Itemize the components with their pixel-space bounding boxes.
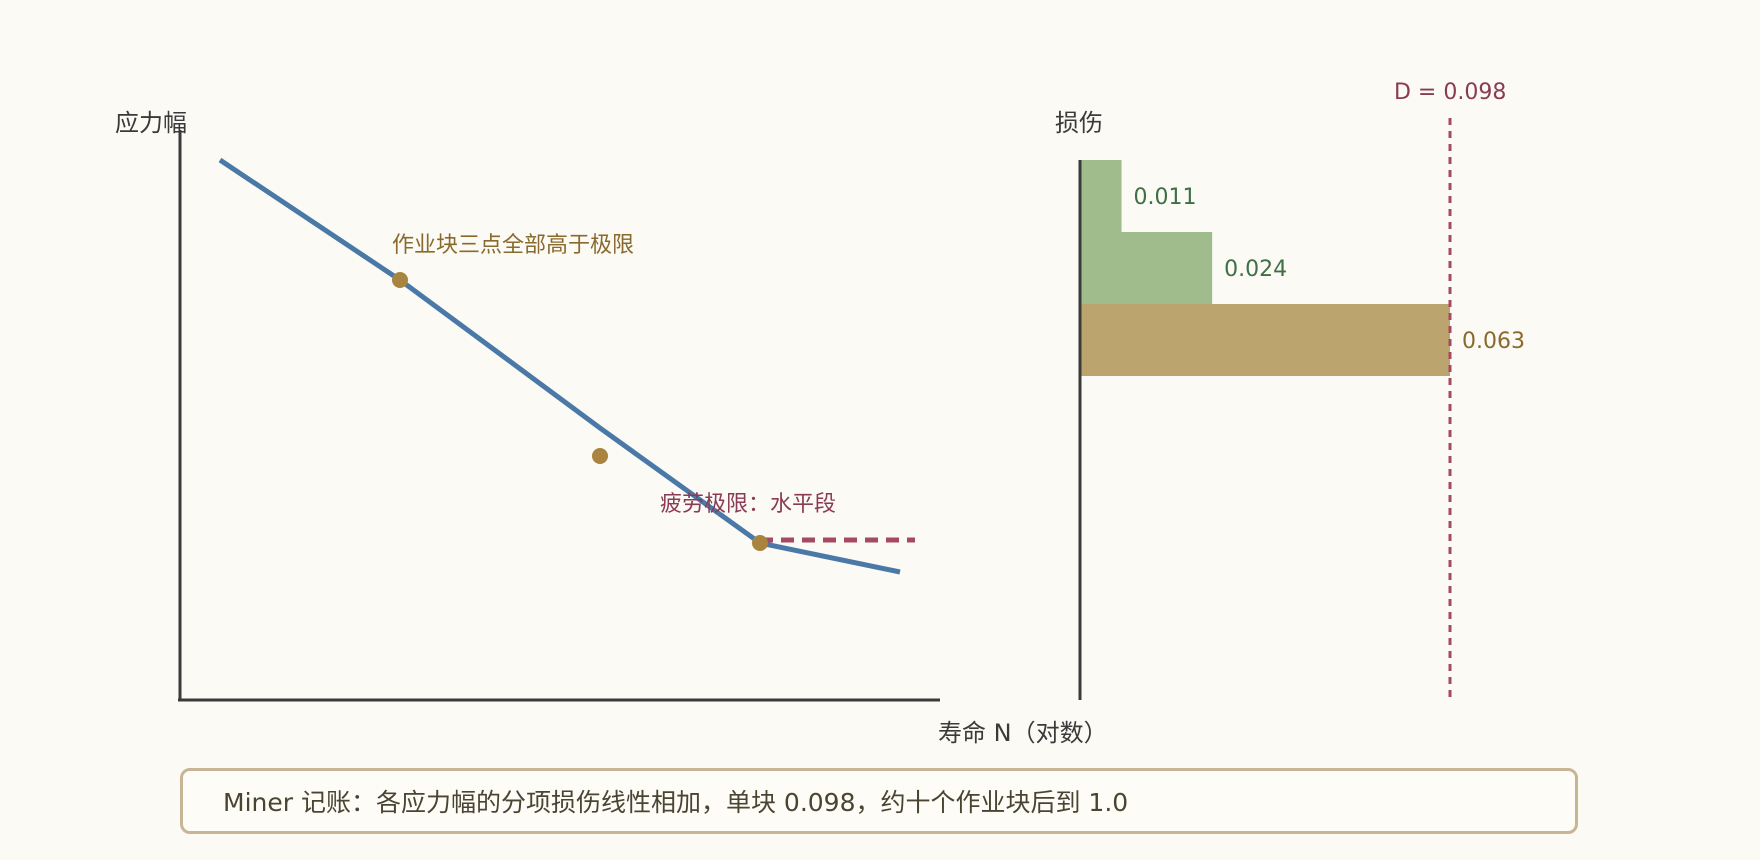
- damage-bar-label-2: 0.024: [1224, 257, 1287, 282]
- note-box: Miner 记账：各应力幅的分项损伤线性相加，单块 0.098，约十个作业块后到…: [180, 768, 1578, 834]
- damage-bar-label-1: 0.011: [1134, 185, 1197, 210]
- damage-bar-2: [1080, 232, 1213, 304]
- load-point-high: [392, 272, 408, 288]
- annotation-fatigue-limit: 疲劳极限：水平段: [660, 492, 836, 517]
- damage-bar-1: [1080, 160, 1122, 232]
- sn-chart: 应力幅 寿命 N（对数） 作业块三点全部高于极限 疲劳极限：水平段: [115, 109, 1108, 747]
- note-text: Miner 记账：各应力幅的分项损伤线性相加，单块 0.098，约十个作业块后到…: [223, 788, 1129, 817]
- damage-bar-label-3: 0.063: [1462, 329, 1525, 354]
- sn-curve: [218, 157, 901, 575]
- damage-y-axis-label: 损伤: [1055, 109, 1103, 137]
- annotation-above-limit: 作业块三点全部高于极限: [392, 233, 634, 258]
- damage-chart: 损伤 D = 0.098 0.011 0.024 0.063: [1055, 80, 1525, 700]
- damage-bar-3: [1080, 304, 1450, 376]
- load-point-low: [752, 535, 768, 551]
- sn-x-axis-label: 寿命 N（对数）: [938, 719, 1108, 747]
- damage-bars: 0.011 0.024 0.063: [1080, 160, 1525, 376]
- load-point-mid: [592, 448, 608, 464]
- sn-y-axis-label: 应力幅: [115, 109, 187, 137]
- damage-total-label: D = 0.098: [1394, 80, 1506, 105]
